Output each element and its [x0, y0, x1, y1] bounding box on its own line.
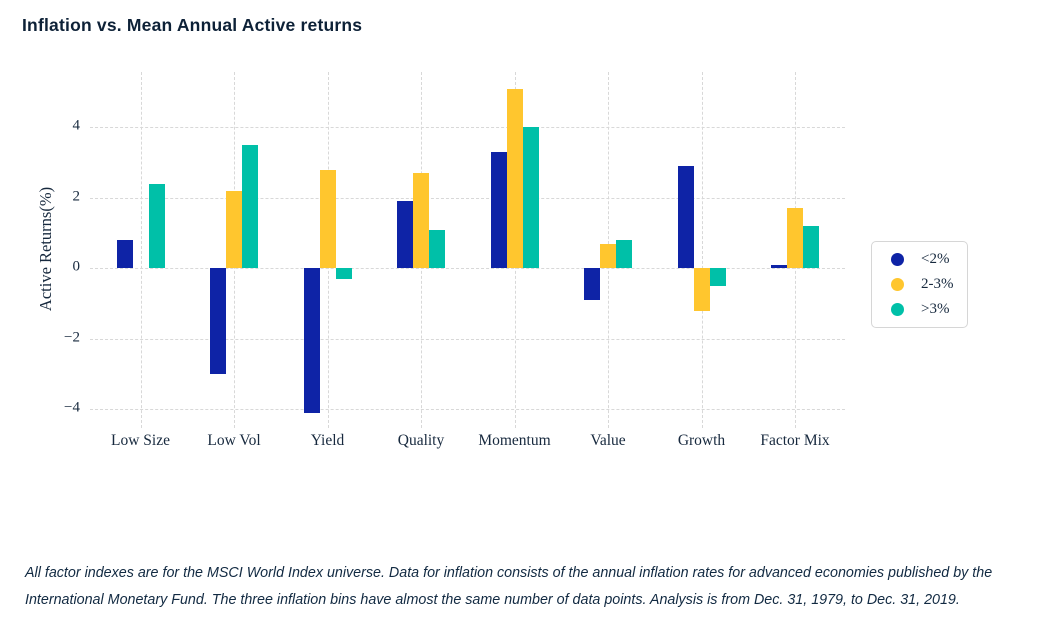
x-category-label-momentum: Momentum [478, 432, 551, 449]
v-gridline-low-size [140, 72, 142, 428]
bar-2-3-factor-mix [787, 208, 803, 269]
bar-2-momentum [490, 151, 507, 269]
bar-2-3-growth [693, 268, 710, 311]
bar-3-low-size [148, 183, 165, 269]
legend-item-gt3pct[interactable]: >3% [891, 297, 967, 322]
legend-item-2-3pct[interactable]: 2-3% [891, 272, 967, 297]
bar-3-momentum [522, 127, 539, 269]
legend-marker-lt2pct-icon [891, 253, 904, 266]
h-gridline-4 [90, 409, 845, 411]
y-tick-label-2: 2 [72, 188, 81, 205]
legend-label: >3% [921, 301, 950, 317]
bar-2-growth [677, 166, 694, 269]
bar-2-3-yield [319, 169, 336, 269]
bar-3-value [616, 240, 632, 269]
bar-2-3-value [600, 243, 616, 269]
footnote: All factor indexes are for the MSCI Worl… [25, 560, 1025, 614]
legend-item-lt2pct[interactable]: <2% [891, 247, 967, 272]
legend-marker-2-3pct-icon [891, 278, 904, 291]
h-gridline-0 [90, 268, 845, 270]
h-gridline-2 [90, 338, 845, 340]
y-tick-label-0: 0 [72, 258, 81, 275]
bar-3-growth [709, 268, 726, 286]
legend-label: <2% [921, 251, 950, 267]
footnote-line-2: International Monetary Fund. The three i… [25, 592, 960, 608]
h-gridline-2 [90, 197, 845, 199]
bar-3-factor-mix [803, 226, 819, 269]
x-category-label-low-vol: Low Vol [207, 432, 261, 449]
x-category-label-yield: Yield [310, 432, 345, 449]
footnote-line-1: All factor indexes are for the MSCI Worl… [25, 565, 993, 581]
legend: <2% 2-3% >3% [871, 241, 968, 328]
x-category-label-growth: Growth [677, 432, 726, 449]
v-gridline-growth [701, 72, 703, 428]
bar-2-3-quality [413, 173, 429, 269]
bar-2-value [584, 268, 600, 301]
bar-3-yield [335, 268, 352, 279]
bar-2-3-low-vol [226, 190, 242, 269]
bar-2-quality [397, 201, 413, 269]
y-tick-label-4: −4 [64, 399, 80, 416]
bar-3-quality [429, 229, 445, 269]
chart-title: Inflation vs. Mean Annual Active returns [22, 15, 363, 35]
y-axis-title: Active Returns(%) [36, 186, 55, 312]
legend-marker-gt3pct-icon [891, 303, 904, 316]
x-category-label-low-size: Low Size [111, 432, 170, 449]
y-tick-label-2: −2 [64, 329, 80, 346]
legend-label: 2-3% [921, 276, 954, 292]
x-category-label-factor-mix: Factor Mix [760, 432, 830, 449]
x-category-label-quality: Quality [397, 432, 445, 449]
bar-2-low-vol [210, 268, 226, 375]
bar-2-3-momentum [506, 88, 523, 269]
bar-2-factor-mix [771, 264, 787, 269]
bar-2-low-size [116, 240, 133, 269]
h-gridline-4 [90, 127, 845, 129]
y-tick-label-4: 4 [72, 117, 81, 134]
bar-3-low-vol [242, 144, 258, 269]
bar-2-yield [303, 268, 320, 413]
x-category-label-value: Value [590, 432, 626, 449]
